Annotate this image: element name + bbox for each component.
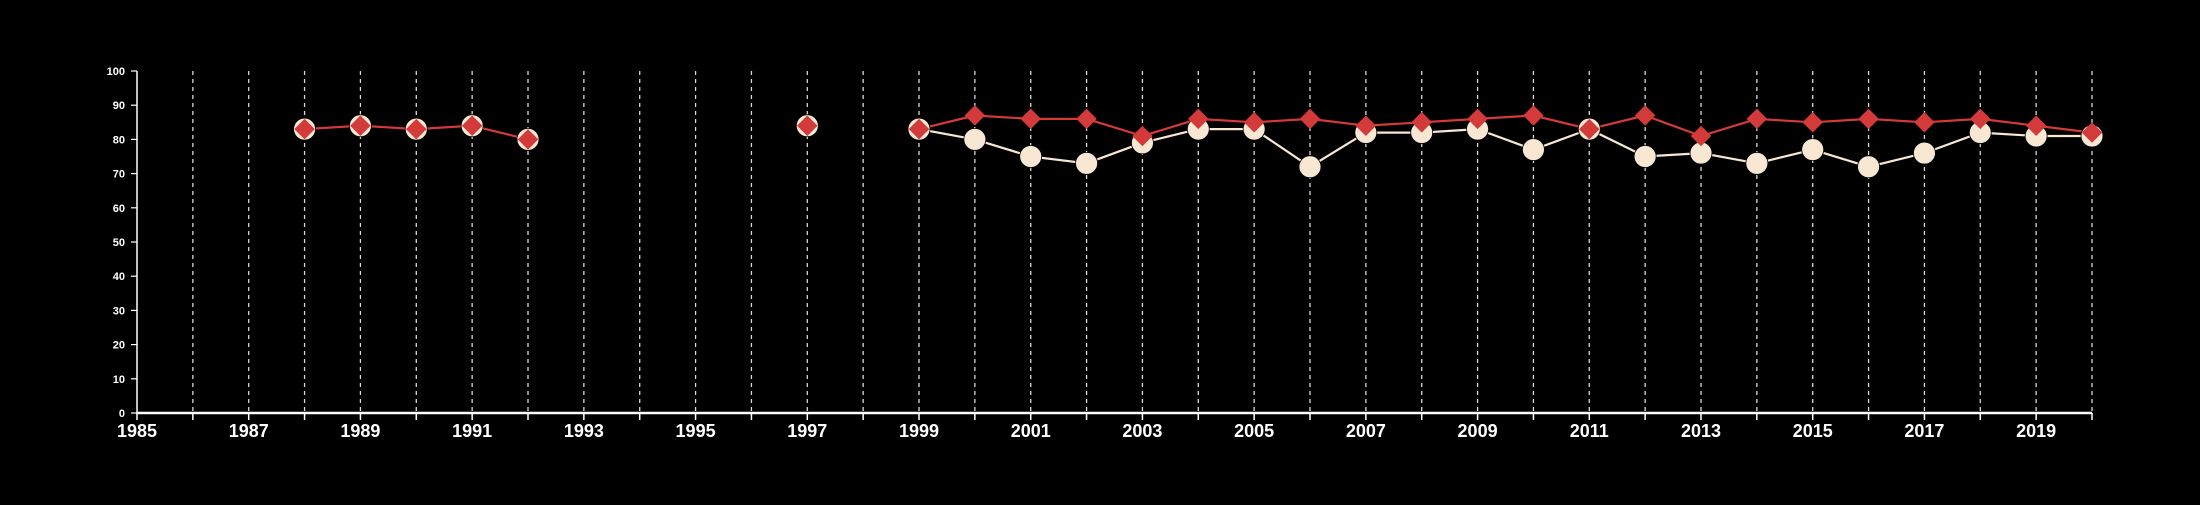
- x-tick-label: 2019: [2016, 421, 2056, 441]
- axes: 0 10 20 30 40 50 60 70 80 90 100 1985 1987 1989 1991 19…: [107, 66, 2093, 441]
- data-point-circle: [1745, 151, 1769, 175]
- data-point-diamond: [1132, 125, 1153, 147]
- y-tick-label: 40: [113, 271, 125, 283]
- data-point-diamond: [1355, 115, 1377, 137]
- data-point-diamond: [1523, 105, 1544, 126]
- data-point-diamond: [1467, 108, 1488, 130]
- y-tick-label: 80: [113, 134, 125, 146]
- data-point-diamond: [1858, 108, 1879, 130]
- data-point-circle: [963, 127, 987, 151]
- data-point-diamond: [350, 115, 371, 137]
- data-point-diamond: [1634, 105, 1656, 126]
- data-point-circle: [1857, 155, 1880, 179]
- data-point-diamond: [1020, 108, 1042, 130]
- series-line: [918, 128, 2092, 168]
- data-point-diamond: [908, 118, 930, 140]
- data-point-diamond: [517, 129, 539, 150]
- data-point-diamond: [294, 118, 315, 140]
- data-point-circle: [1075, 151, 1098, 175]
- y-tick-label: 60: [113, 203, 125, 215]
- data-point-diamond: [1914, 111, 1935, 133]
- x-tick-label: 1987: [229, 421, 269, 441]
- data-point-circle: [1913, 141, 1936, 165]
- data-point-circle: [1298, 155, 1322, 179]
- x-tick-label: 1991: [452, 421, 492, 441]
- y-tick-label: 50: [113, 237, 125, 249]
- x-tick-label: 1993: [564, 421, 604, 441]
- y-tick-label: 30: [113, 305, 125, 317]
- data-point-diamond: [964, 105, 986, 126]
- y-tick-label: 70: [113, 169, 125, 181]
- data-point-circle: [1801, 138, 1825, 162]
- x-tick-label: 2013: [1681, 421, 1721, 441]
- y-tick-label: 100: [107, 66, 125, 78]
- x-tick-label: 1989: [340, 421, 380, 441]
- y-tick-label: 0: [119, 408, 125, 420]
- data-point-diamond: [1969, 108, 1991, 130]
- y-tick-label: 20: [113, 340, 125, 352]
- data-point-diamond: [1746, 108, 1768, 130]
- data-point-circle: [1522, 138, 1545, 162]
- x-tick-label: 1995: [676, 421, 716, 441]
- data-point-diamond: [1243, 111, 1265, 133]
- y-tick-label: 90: [113, 100, 125, 112]
- data-point-circle: [1633, 145, 1657, 168]
- y-tick-label: 10: [113, 374, 125, 386]
- data-point-diamond: [2025, 115, 2047, 137]
- x-tick-label: 1997: [787, 421, 827, 441]
- x-tick-label: 1999: [899, 421, 939, 441]
- x-tick-label: 2011: [1570, 421, 1609, 441]
- data-point-diamond: [1076, 108, 1097, 130]
- series-line: [918, 114, 2093, 138]
- x-tick-label: 2001: [1011, 421, 1051, 441]
- data-point-diamond: [796, 115, 818, 137]
- series: [293, 105, 2104, 179]
- x-tick-label: 2005: [1234, 421, 1274, 441]
- data-point-diamond: [1690, 125, 1712, 147]
- x-tick-label: 2015: [1793, 421, 1833, 441]
- x-tick-label: 1985: [117, 421, 157, 441]
- data-point-diamond: [1578, 118, 1600, 140]
- data-point-circle: [1019, 145, 1043, 168]
- data-point-diamond: [2081, 122, 2103, 143]
- data-point-diamond: [1187, 108, 1209, 130]
- x-tick-label: 2009: [1458, 421, 1498, 441]
- data-point-diamond: [461, 115, 483, 137]
- data-point-diamond: [1411, 111, 1433, 133]
- data-point-diamond: [1802, 111, 1824, 133]
- x-tick-label: 2017: [1904, 421, 1944, 441]
- data-point-diamond: [405, 118, 427, 140]
- x-tick-label: 2007: [1346, 421, 1386, 441]
- data-point-diamond: [1299, 108, 1321, 130]
- x-tick-label: 2003: [1122, 421, 1162, 441]
